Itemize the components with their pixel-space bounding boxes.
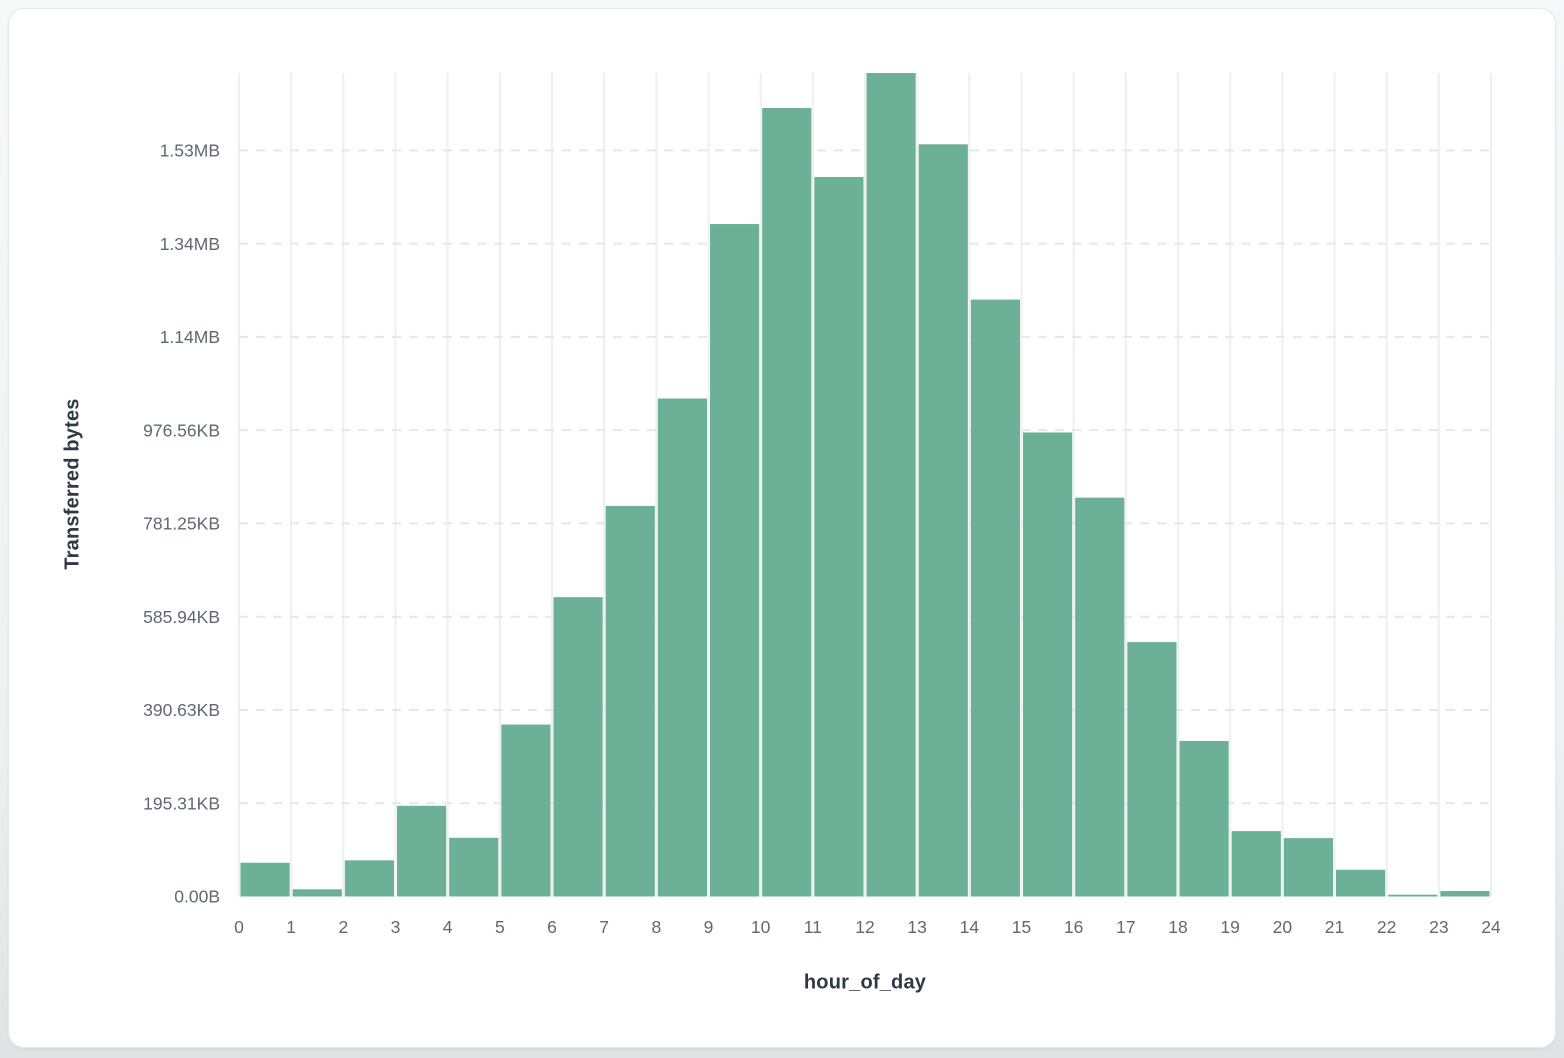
- y-tick-label: 1.34MB: [160, 234, 220, 254]
- chart-card: 0.00B 195.31KB 390.63KB 585.94KB 781.25KB 976…: [8, 8, 1556, 1048]
- x-tick-label: 10: [751, 917, 771, 937]
- y-tick-label: 390.63KB: [143, 700, 220, 720]
- bar-hour-3[interactable]: [397, 805, 447, 897]
- x-tick-label: 14: [960, 917, 980, 937]
- y-tick-label: 781.25KB: [143, 514, 220, 534]
- x-tick-label: 11: [804, 917, 822, 937]
- bar-hour-4[interactable]: [449, 837, 499, 897]
- y-tick-label: 1.53MB: [160, 141, 220, 161]
- x-tick-label: 24: [1481, 917, 1501, 937]
- x-tick-label: 2: [338, 917, 348, 937]
- horizontal-gridlines: [239, 149, 1491, 805]
- bar-hour-1[interactable]: [292, 889, 342, 897]
- x-tick-label: 5: [495, 917, 505, 937]
- bar-hour-23[interactable]: [1440, 890, 1490, 897]
- bar-hour-7[interactable]: [605, 505, 655, 897]
- y-tick-label: 585.94KB: [143, 607, 220, 627]
- histogram-chart: 0.00B195.31KB390.63KB585.94KB781.25KB976…: [143, 73, 1501, 937]
- bar-hour-20[interactable]: [1283, 838, 1333, 897]
- x-tick-label: 7: [599, 917, 609, 937]
- x-tick-label: 17: [1116, 917, 1135, 937]
- x-tick-label: 18: [1168, 917, 1187, 937]
- bar-hour-19[interactable]: [1231, 831, 1281, 897]
- vertical-gridlines: [238, 73, 1492, 897]
- bar-hour-9[interactable]: [710, 224, 760, 897]
- y-tick-label: 0.00B: [174, 887, 220, 907]
- bar-hour-11[interactable]: [814, 176, 864, 897]
- x-tick-label: 21: [1325, 917, 1344, 937]
- bar-hour-10[interactable]: [762, 108, 812, 897]
- x-axis-tick-labels: 0 1 2 3 4 5 6 7 8 9 10 11 12 13 14 15 16 17 18 19 20 21 22 23 24: [234, 917, 1501, 937]
- x-axis-title: hour_of_day: [803, 971, 927, 994]
- x-tick-label: 13: [907, 917, 926, 937]
- x-tick-label: 12: [855, 917, 874, 937]
- bar-hour-18[interactable]: [1179, 740, 1229, 897]
- y-tick-label: 195.31KB: [143, 793, 220, 813]
- bar-hour-5[interactable]: [501, 724, 551, 897]
- x-tick-label: 4: [443, 917, 453, 937]
- y-axis-title: Transferred bytes: [61, 398, 84, 570]
- bar-hour-8[interactable]: [657, 398, 707, 897]
- x-tick-label: 0: [234, 917, 244, 937]
- x-tick-label: 23: [1429, 917, 1448, 937]
- x-tick-label: 8: [651, 917, 661, 937]
- y-axis-tick-labels: 0.00B 195.31KB 390.63KB 585.94KB 781.25KB 976…: [143, 141, 220, 907]
- y-tick-label: 1.14MB: [160, 327, 220, 347]
- bar-hour-17[interactable]: [1127, 642, 1177, 897]
- x-tick-label: 16: [1064, 917, 1083, 937]
- bar-hour-15[interactable]: [1023, 432, 1073, 897]
- x-tick-label: 1: [286, 917, 296, 937]
- x-tick-label: 22: [1377, 917, 1396, 937]
- x-tick-label: 3: [391, 917, 401, 937]
- x-tick-label: 15: [1012, 917, 1031, 937]
- bar-hour-16[interactable]: [1075, 497, 1125, 897]
- x-tick-label: 19: [1220, 917, 1239, 937]
- bar-hour-6[interactable]: [553, 597, 603, 897]
- x-tick-label: 20: [1273, 917, 1293, 937]
- x-tick-label: 9: [704, 917, 714, 937]
- bar-hour-13[interactable]: [918, 144, 968, 897]
- bar-hour-14[interactable]: [970, 299, 1020, 897]
- bar-hour-21[interactable]: [1336, 869, 1386, 897]
- bar-hour-0[interactable]: [240, 862, 290, 897]
- y-tick-label: 976.56KB: [143, 420, 220, 440]
- bar-hour-2[interactable]: [344, 860, 394, 897]
- histogram-bars: [240, 73, 1490, 897]
- x-tick-label: 6: [547, 917, 557, 937]
- bar-hour-22[interactable]: [1388, 894, 1438, 897]
- bar-hour-12[interactable]: [866, 73, 916, 897]
